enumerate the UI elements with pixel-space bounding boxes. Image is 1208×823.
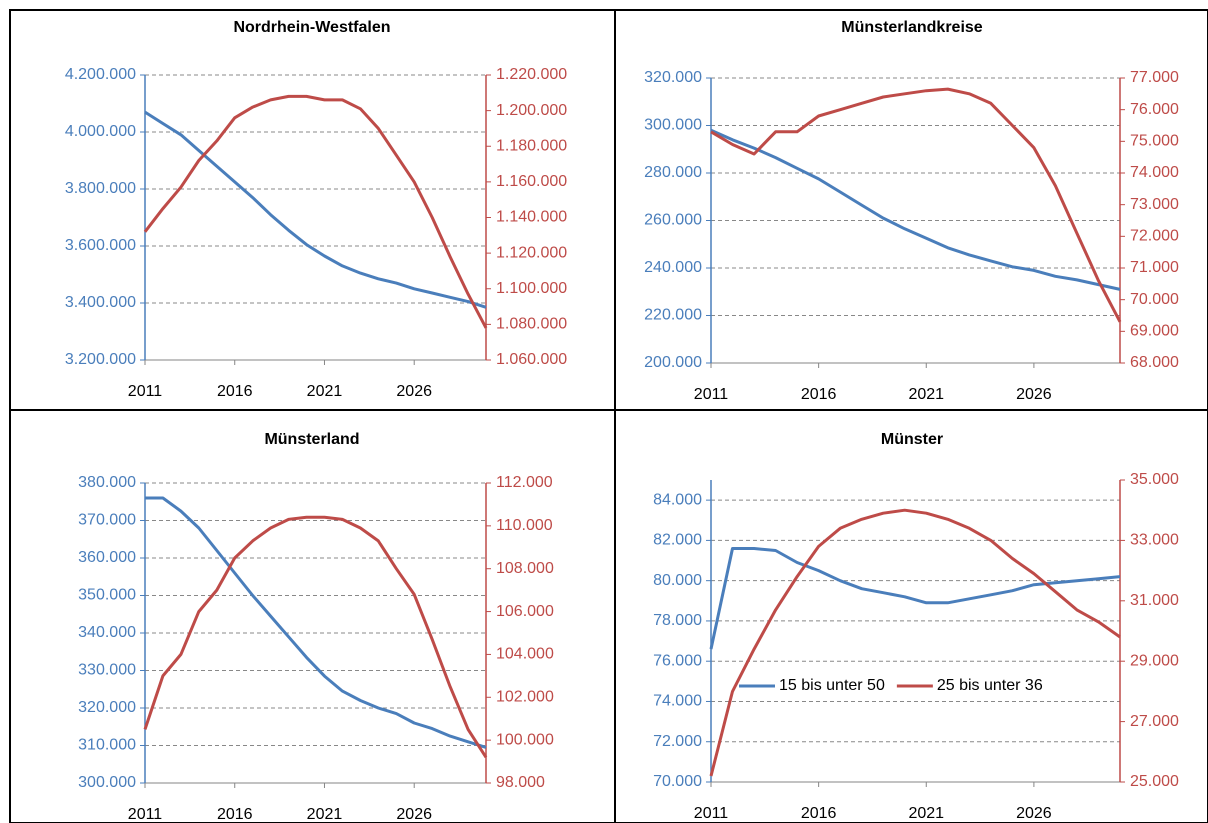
chart-title: Münsterlandkreise (841, 19, 982, 36)
y2-tick-label: 102.000 (496, 689, 554, 706)
y2-tick-label: 1.160.000 (496, 173, 567, 190)
y-tick-label: 80.000 (653, 572, 702, 589)
y-tick-label: 240.000 (644, 259, 702, 276)
y-tick-label: 320.000 (644, 69, 702, 86)
x-tick-label: 2011 (128, 806, 163, 823)
series-line (709, 508, 1121, 777)
x-tick-label: 2016 (217, 806, 253, 823)
y-tick-label: 310.000 (78, 737, 136, 754)
x-tick-label: 2021 (307, 383, 343, 400)
y2-tick-label: 74.000 (1130, 164, 1179, 181)
y-tick-label: 300.000 (644, 117, 702, 134)
y2-tick-label: 73.000 (1130, 196, 1179, 213)
y2-tick-label: 68.000 (1130, 354, 1179, 371)
y2-tick-label: 35.000 (1130, 471, 1179, 488)
y-tick-label: 3.200.000 (65, 351, 136, 368)
series-line (710, 128, 1121, 291)
y2-tick-label: 108.000 (496, 560, 554, 577)
y2-tick-label: 77.000 (1130, 69, 1179, 86)
y2-tick-label: 1.140.000 (496, 209, 567, 226)
y-tick-label: 280.000 (644, 164, 702, 181)
y-tick-label: 72.000 (653, 733, 702, 750)
y-tick-label: 3.800.000 (65, 180, 136, 197)
y2-tick-label: 75.000 (1130, 133, 1179, 150)
series-line (144, 110, 487, 309)
y2-tick-label: 98.000 (496, 774, 545, 791)
y2-tick-label: 1.200.000 (496, 102, 567, 119)
y-tick-label: 70.000 (653, 773, 702, 790)
y2-tick-label: 1.100.000 (496, 280, 567, 297)
x-tick-label: 2026 (1016, 805, 1052, 822)
y2-tick-label: 104.000 (496, 646, 554, 663)
y2-tick-label: 69.000 (1130, 323, 1179, 340)
y2-tick-label: 1.060.000 (496, 351, 567, 368)
y-tick-label: 200.000 (644, 354, 702, 371)
y-tick-label: 360.000 (78, 549, 136, 566)
chart-title: Münsterland (264, 431, 359, 448)
x-tick-label: 2011 (128, 383, 163, 400)
series-line (709, 547, 1121, 650)
x-tick-label: 2016 (217, 383, 253, 400)
y-tick-label: 84.000 (653, 491, 702, 508)
legend-label: 25 bis unter 36 (937, 677, 1043, 694)
series-line (143, 515, 488, 759)
y2-tick-label: 76.000 (1130, 101, 1179, 118)
x-tick-label: 2016 (801, 805, 837, 822)
x-tick-label: 2021 (908, 386, 944, 403)
y2-tick-label: 70.000 (1130, 291, 1179, 308)
y-tick-label: 82.000 (653, 532, 702, 549)
y2-tick-label: 27.000 (1130, 713, 1179, 730)
y-tick-label: 370.000 (78, 512, 136, 529)
x-tick-label: 2026 (396, 383, 432, 400)
y-tick-label: 76.000 (653, 652, 702, 669)
y-tick-label: 380.000 (78, 474, 136, 491)
x-tick-label: 2011 (694, 805, 729, 822)
y-tick-label: 74.000 (653, 693, 702, 710)
y-tick-label: 320.000 (78, 699, 136, 716)
chart-title: Münster (881, 431, 943, 448)
y2-tick-label: 100.000 (496, 731, 554, 748)
y2-tick-label: 1.080.000 (496, 316, 567, 333)
y2-tick-label: 106.000 (496, 603, 554, 620)
x-tick-label: 2021 (908, 805, 944, 822)
series-line (145, 496, 487, 749)
x-tick-label: 2026 (396, 806, 432, 823)
y2-tick-label: 1.120.000 (496, 244, 567, 261)
y2-tick-label: 72.000 (1130, 228, 1179, 245)
y2-tick-label: 112.000 (496, 474, 553, 491)
chart-title: Nordrhein-Westfalen (233, 19, 390, 36)
y2-tick-label: 29.000 (1130, 652, 1179, 669)
y-tick-label: 340.000 (78, 624, 136, 641)
y-tick-label: 260.000 (644, 212, 702, 229)
x-tick-label: 2016 (801, 386, 837, 403)
y2-tick-label: 71.000 (1130, 259, 1179, 276)
y-tick-label: 3.400.000 (65, 294, 136, 311)
x-tick-label: 2026 (1016, 386, 1052, 403)
y-tick-label: 220.000 (644, 307, 702, 324)
y-tick-label: 3.600.000 (65, 237, 136, 254)
y-tick-label: 350.000 (78, 587, 136, 604)
x-tick-label: 2011 (694, 386, 729, 403)
y2-tick-label: 1.180.000 (496, 137, 567, 154)
y2-tick-label: 110.000 (496, 517, 553, 534)
series-line (143, 94, 488, 329)
legend-label: 15 bis unter 50 (779, 677, 885, 694)
y-tick-label: 300.000 (78, 774, 136, 791)
y2-tick-label: 31.000 (1130, 592, 1179, 609)
y-tick-label: 4.200.000 (65, 66, 136, 83)
frame (9, 9, 1208, 823)
y-tick-label: 4.000.000 (65, 123, 136, 140)
y-tick-label: 330.000 (78, 662, 136, 679)
y2-tick-label: 25.000 (1130, 773, 1179, 790)
x-tick-label: 2021 (307, 806, 343, 823)
y2-tick-label: 33.000 (1130, 532, 1179, 549)
series-line (710, 87, 1122, 323)
y2-tick-label: 1.220.000 (496, 66, 567, 83)
y-tick-label: 78.000 (653, 612, 702, 629)
